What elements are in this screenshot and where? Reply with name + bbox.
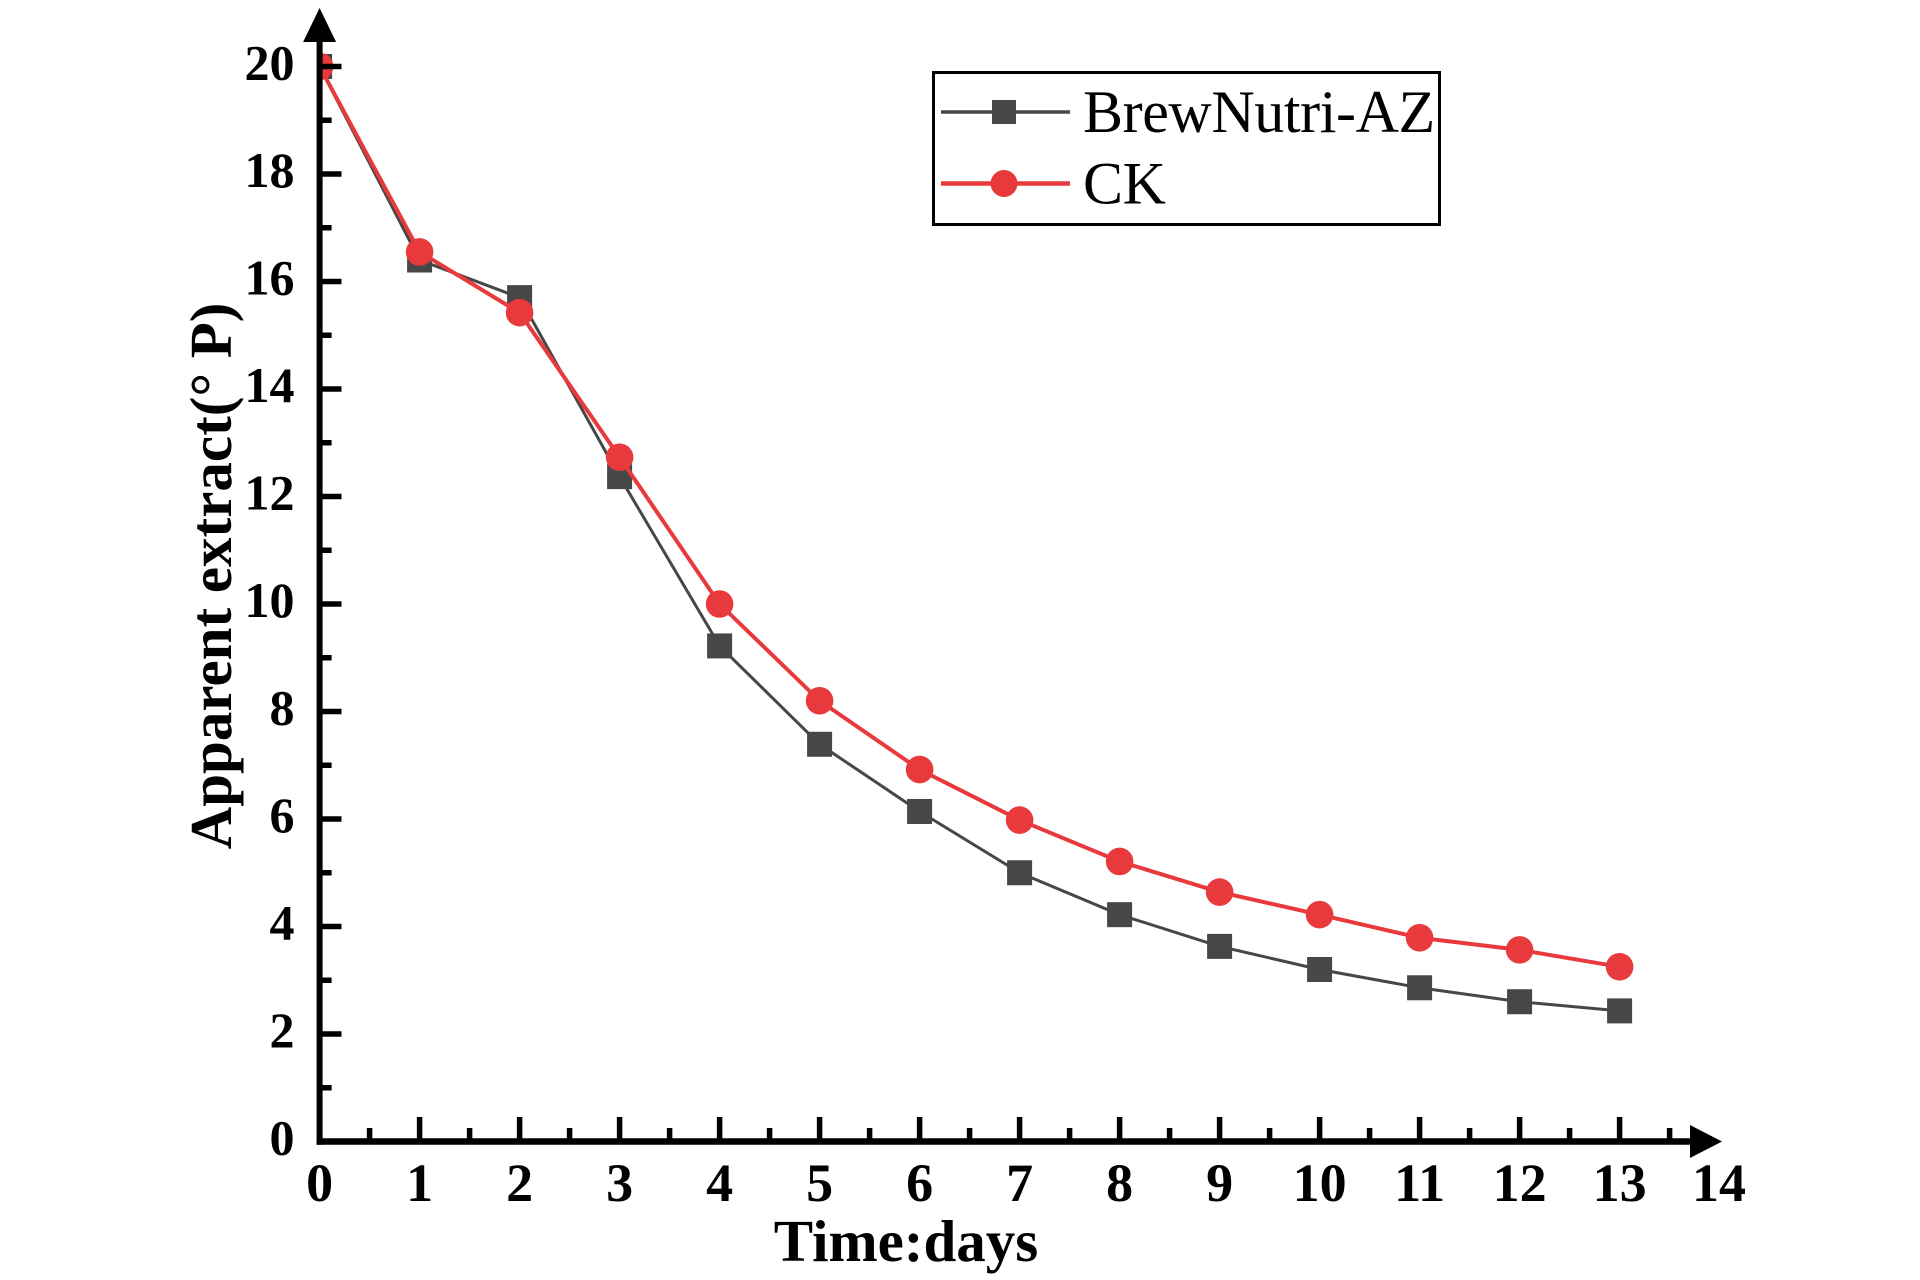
svg-text:Time:days: Time:days (774, 1208, 1038, 1274)
svg-text:12: 12 (1493, 1153, 1547, 1213)
svg-text:9: 9 (1206, 1153, 1233, 1213)
svg-text:20: 20 (245, 35, 295, 91)
svg-text:6: 6 (906, 1153, 933, 1213)
svg-text:4: 4 (270, 895, 295, 951)
svg-text:16: 16 (245, 250, 295, 306)
svg-text:0: 0 (270, 1110, 295, 1166)
svg-text:18: 18 (245, 142, 295, 198)
svg-text:13: 13 (1593, 1153, 1647, 1213)
svg-text:8: 8 (1106, 1153, 1133, 1213)
svg-text:3: 3 (606, 1153, 633, 1213)
svg-text:12: 12 (245, 465, 295, 521)
svg-text:4: 4 (706, 1153, 733, 1213)
svg-text:Apparent extract(° P): Apparent extract(° P) (178, 303, 244, 850)
svg-text:2: 2 (270, 1002, 295, 1058)
svg-text:0: 0 (306, 1153, 333, 1213)
svg-text:10: 10 (1293, 1153, 1347, 1213)
svg-text:10: 10 (245, 572, 295, 628)
svg-text:CK: CK (1083, 151, 1166, 217)
svg-text:1: 1 (406, 1153, 433, 1213)
svg-text:7: 7 (1006, 1153, 1033, 1213)
svg-text:14: 14 (245, 357, 295, 413)
svg-text:2: 2 (506, 1153, 533, 1213)
svg-text:5: 5 (806, 1153, 833, 1213)
svg-text:6: 6 (270, 787, 295, 843)
svg-text:BrewNutri-AZ: BrewNutri-AZ (1083, 79, 1435, 145)
svg-text:14: 14 (1692, 1153, 1746, 1213)
svg-text:8: 8 (270, 680, 295, 736)
svg-text:11: 11 (1394, 1153, 1445, 1213)
